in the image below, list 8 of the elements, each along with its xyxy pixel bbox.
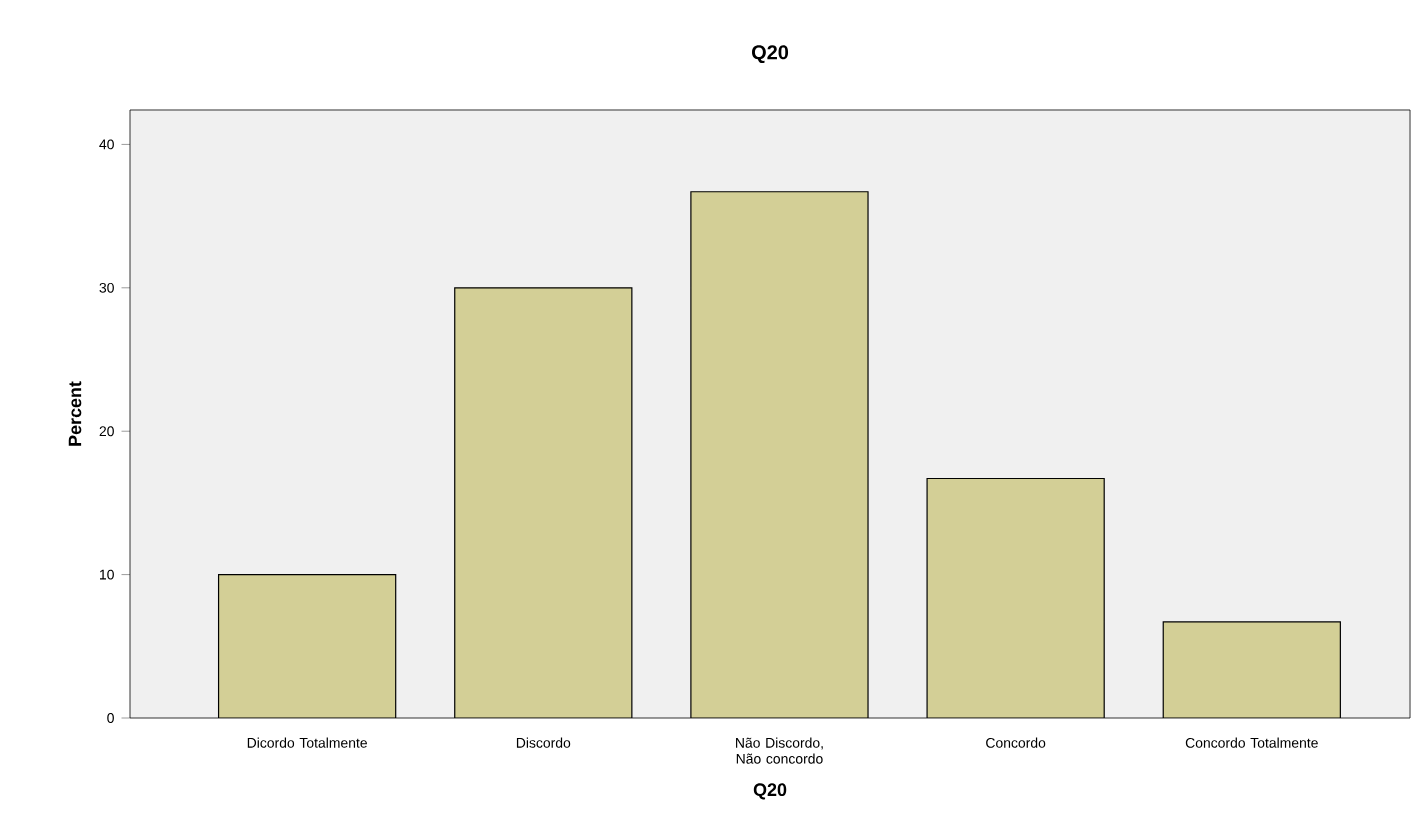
y-axis-title: Percent bbox=[68, 381, 82, 446]
x-axis-title: Q20 bbox=[753, 783, 787, 800]
chart-title: Q20 bbox=[752, 45, 789, 64]
bar bbox=[1162, 621, 1341, 718]
bar bbox=[454, 287, 633, 718]
bar bbox=[926, 477, 1105, 718]
bar bbox=[218, 574, 396, 718]
bar bbox=[690, 191, 869, 718]
